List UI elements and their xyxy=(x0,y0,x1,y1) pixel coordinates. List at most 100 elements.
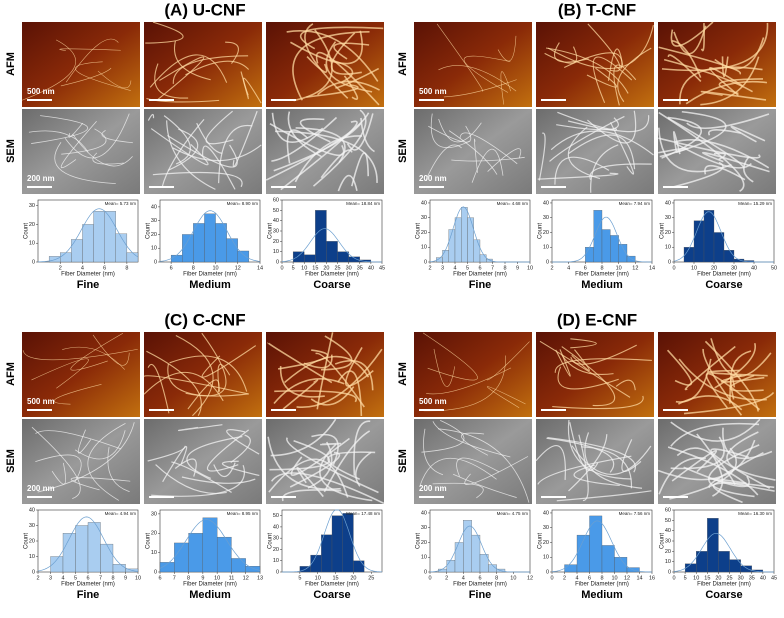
fiber xyxy=(666,349,693,386)
scale-label: 500 nm xyxy=(27,397,55,406)
fiber xyxy=(222,460,260,477)
fiber xyxy=(74,430,126,460)
x-tick-label: 2 xyxy=(59,265,62,271)
y-tick-label: 30 xyxy=(421,215,427,221)
y-tick-label: 0 xyxy=(546,259,549,265)
fiber xyxy=(274,390,358,403)
fiber xyxy=(443,79,517,98)
fiber xyxy=(167,134,238,168)
x-tick-label: 11 xyxy=(229,575,235,581)
x-tick-label: 30 xyxy=(738,575,744,581)
fiber xyxy=(31,426,81,499)
scale-label: 200 nm xyxy=(419,484,447,493)
fiber xyxy=(675,139,770,169)
y-tick-label: 60 xyxy=(665,507,671,513)
fiber xyxy=(202,145,236,190)
fiber xyxy=(432,421,511,458)
fiber xyxy=(500,71,512,105)
fiber xyxy=(670,418,761,442)
x-tick-label: 10 xyxy=(212,265,218,271)
fiber xyxy=(316,332,334,410)
fiber xyxy=(700,56,760,106)
fiber xyxy=(667,54,702,82)
fiber xyxy=(421,419,465,453)
mean-label: Mean= 15.29 nm xyxy=(738,201,772,206)
fiber xyxy=(269,440,330,471)
fiber xyxy=(535,444,566,481)
x-tick-label: 30 xyxy=(731,265,737,271)
mean-label: Mean= 5.73 nm xyxy=(105,201,137,206)
fiber xyxy=(471,148,504,183)
y-tick-label: 20 xyxy=(543,230,549,236)
fiber xyxy=(75,61,131,91)
bar xyxy=(60,252,72,263)
fiber xyxy=(714,342,757,389)
y-tick-label: 10 xyxy=(421,245,427,251)
bar xyxy=(215,223,227,263)
x-axis-label: Fiber Diameter (nm) xyxy=(183,582,237,588)
x-tick-label: 10 xyxy=(135,575,141,581)
x-axis-label: Fiber Diameter (nm) xyxy=(575,272,629,278)
row-label: AFM xyxy=(397,362,409,386)
bar xyxy=(684,563,697,573)
x-tick-label: 20 xyxy=(323,265,329,271)
fiber xyxy=(286,129,309,164)
bar xyxy=(479,254,487,263)
fiber xyxy=(22,348,138,361)
fiber xyxy=(544,46,578,64)
bar xyxy=(93,211,105,263)
y-tick-label: 60 xyxy=(273,197,279,203)
fiber xyxy=(670,436,725,470)
x-tick-label: 7 xyxy=(491,265,494,271)
x-tick-label: 10 xyxy=(693,575,699,581)
fiber xyxy=(306,56,328,73)
y-tick-label: 10 xyxy=(151,246,157,252)
fiber xyxy=(150,128,209,166)
fiber xyxy=(201,345,257,378)
bar xyxy=(315,210,327,263)
fiber xyxy=(700,23,705,52)
fiber xyxy=(225,41,239,64)
fiber xyxy=(617,47,652,103)
y-axis-label: Count xyxy=(538,533,544,549)
y-tick-label: 30 xyxy=(29,203,35,209)
x-tick-label: 35 xyxy=(749,575,755,581)
x-tick-label: 8 xyxy=(125,265,128,271)
x-tick-label: 13 xyxy=(257,575,263,581)
y-tick-label: 20 xyxy=(543,540,549,546)
x-tick-label: 2 xyxy=(428,265,431,271)
bar xyxy=(589,515,603,573)
fiber xyxy=(461,432,489,456)
fiber xyxy=(268,458,349,498)
fiber xyxy=(568,434,608,492)
y-axis-label: Count xyxy=(146,533,152,549)
y-tick-label: 20 xyxy=(151,232,157,238)
fiber xyxy=(537,172,619,180)
bar xyxy=(115,233,128,263)
fiber xyxy=(65,38,119,83)
x-tick-label: 20 xyxy=(711,265,717,271)
fiber xyxy=(275,130,378,183)
fiber xyxy=(37,422,135,493)
x-tick-label: 8 xyxy=(503,265,506,271)
y-axis-label: Count xyxy=(416,223,422,239)
x-axis-label: Fiber Diameter (nm) xyxy=(453,272,507,278)
x-tick-label: 8 xyxy=(187,575,190,581)
fiber xyxy=(570,338,597,349)
bar xyxy=(202,517,218,573)
y-tick-label: 20 xyxy=(273,547,279,553)
y-axis-label: Count xyxy=(24,223,30,239)
x-tick-label: 10 xyxy=(611,575,617,581)
fiber xyxy=(226,429,260,455)
fiber xyxy=(207,429,250,472)
fiber xyxy=(267,436,341,490)
x-tick-label: 9 xyxy=(516,265,519,271)
fiber xyxy=(568,134,636,170)
fiber xyxy=(675,110,727,154)
histogram-caption: Medium xyxy=(189,589,231,601)
x-tick-label: 14 xyxy=(649,265,655,271)
fiber xyxy=(312,109,367,187)
mean-label: Mean= 4.68 nm xyxy=(497,201,529,206)
bar xyxy=(751,569,764,573)
fiber xyxy=(718,78,764,95)
